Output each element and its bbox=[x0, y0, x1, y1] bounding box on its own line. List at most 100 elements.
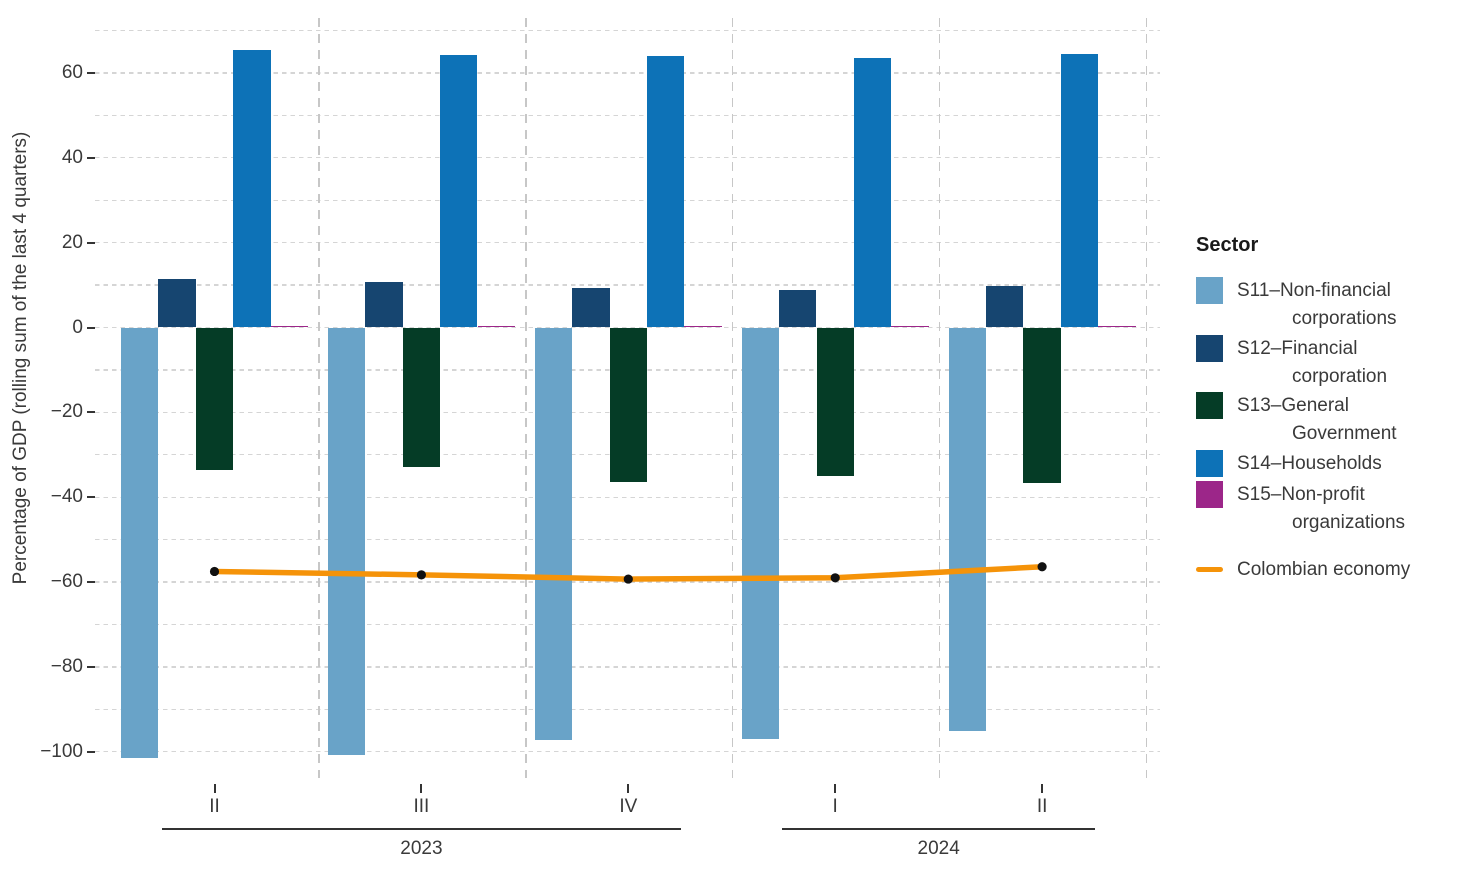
y-tick bbox=[87, 581, 95, 584]
y-tick bbox=[87, 326, 95, 329]
grid-line bbox=[95, 157, 1160, 159]
bar-s14 bbox=[647, 55, 685, 328]
legend-swatch-s11 bbox=[1196, 277, 1223, 304]
year-label: 2023 bbox=[400, 838, 443, 859]
x-tick-label-quarter: III bbox=[413, 796, 430, 817]
group-separator bbox=[731, 18, 734, 778]
grid-line bbox=[95, 199, 1160, 201]
legend-title: Sector bbox=[1196, 234, 1259, 256]
legend-label-s14: S14–Households bbox=[1237, 450, 1382, 478]
x-tick-label-quarter: I bbox=[832, 796, 838, 817]
group-separator bbox=[317, 18, 320, 778]
bar-s13 bbox=[195, 327, 234, 470]
legend-label-s13: S13–General Government bbox=[1237, 392, 1397, 447]
bar-s11 bbox=[741, 327, 780, 740]
bar-s15 bbox=[477, 325, 515, 328]
y-tick-label: −80 bbox=[50, 655, 83, 677]
grid-line bbox=[95, 581, 1160, 583]
year-label: 2024 bbox=[917, 838, 960, 859]
legend-swatch-s15 bbox=[1196, 481, 1223, 508]
y-tick bbox=[87, 71, 95, 74]
y-tick-label: 60 bbox=[61, 61, 83, 83]
bar-s14 bbox=[853, 58, 892, 328]
bar-s12 bbox=[158, 278, 196, 328]
economy-line-point bbox=[209, 566, 220, 577]
legend-label-line: S13–General bbox=[1237, 395, 1349, 416]
grid-line bbox=[95, 751, 1160, 753]
bar-s14 bbox=[1060, 53, 1099, 328]
year-axis-line bbox=[161, 828, 682, 830]
grid-line bbox=[95, 114, 1160, 117]
grid-line bbox=[95, 496, 1160, 498]
grid-line bbox=[95, 72, 1160, 74]
grid-line bbox=[95, 29, 1160, 32]
legend-swatch-s12 bbox=[1196, 335, 1223, 362]
grid-line bbox=[95, 326, 1160, 329]
legend-label-line: Colombian economy bbox=[1237, 559, 1411, 580]
legend-label-line: corporation bbox=[1292, 365, 1388, 387]
y-tick bbox=[87, 241, 95, 244]
bar-s11 bbox=[534, 327, 573, 741]
x-tick bbox=[1041, 784, 1044, 793]
grid-line bbox=[95, 284, 1160, 286]
economy-line-point bbox=[416, 570, 426, 580]
bar-s15 bbox=[684, 325, 722, 328]
x-tick bbox=[834, 784, 837, 793]
y-tick-label: 40 bbox=[61, 146, 83, 168]
x-tick bbox=[213, 784, 216, 793]
bar-s11 bbox=[121, 327, 159, 758]
legend-swatch-s13 bbox=[1196, 392, 1223, 419]
legend-label-line: S11–Non-financial bbox=[1237, 280, 1391, 301]
bar-s14 bbox=[233, 50, 271, 328]
bar-s13 bbox=[609, 327, 647, 482]
x-tick-label-quarter: II bbox=[1036, 796, 1048, 817]
x-tick-label-quarter: II bbox=[209, 796, 220, 817]
legend-label-line: Government bbox=[1292, 422, 1397, 444]
bar-s13 bbox=[402, 327, 441, 467]
y-tick bbox=[87, 750, 95, 753]
group-separator bbox=[938, 18, 941, 778]
y-tick bbox=[87, 665, 95, 668]
bar-s15 bbox=[891, 325, 929, 328]
y-tick-label: −40 bbox=[50, 486, 83, 508]
year-axis-line bbox=[782, 828, 1096, 830]
legend-label-s11: S11–Non-financial corporations bbox=[1237, 277, 1397, 332]
group-separator bbox=[1145, 18, 1148, 778]
y-tick-label: −60 bbox=[50, 571, 83, 593]
bar-s12 bbox=[572, 287, 610, 328]
legend-label-s15: S15–Non-profit organizations bbox=[1237, 481, 1405, 536]
grid-line bbox=[95, 623, 1160, 626]
y-tick bbox=[87, 496, 95, 499]
bar-s14 bbox=[440, 55, 478, 328]
y-tick-label: −20 bbox=[50, 401, 83, 423]
bar-s11 bbox=[327, 327, 366, 756]
grid-line bbox=[95, 241, 1160, 244]
economy-line-point bbox=[1037, 562, 1047, 572]
legend-label-line: organizations bbox=[1292, 511, 1406, 533]
legend-label-line: S12–Financial bbox=[1237, 338, 1358, 359]
group-separator bbox=[524, 18, 527, 778]
legend-label-line: S14–Households bbox=[1237, 453, 1382, 474]
grid-line bbox=[95, 538, 1160, 541]
y-tick-label: −100 bbox=[40, 740, 83, 762]
bar-s12 bbox=[986, 285, 1024, 328]
grid-line bbox=[95, 708, 1160, 711]
legend-label-colombian-economy: Colombian economy bbox=[1237, 556, 1410, 584]
legend-line-swatch-colombian-economy bbox=[1196, 566, 1223, 572]
y-tick-label: 0 bbox=[72, 316, 83, 338]
bar-s12 bbox=[365, 281, 403, 328]
bar-s15 bbox=[270, 325, 308, 328]
bar-s15 bbox=[1098, 325, 1136, 328]
bar-s12 bbox=[779, 289, 817, 328]
x-tick bbox=[627, 784, 630, 793]
legend-label-line: corporations bbox=[1292, 307, 1397, 329]
legend-label-s12: S12–Financial corporation bbox=[1237, 335, 1387, 390]
y-axis-title: Percentage of GDP (rolling sum of the la… bbox=[10, 131, 31, 585]
y-tick bbox=[87, 411, 95, 414]
legend-swatch-s14 bbox=[1196, 450, 1223, 477]
bar-s13 bbox=[816, 327, 854, 476]
y-tick bbox=[87, 156, 95, 159]
x-tick bbox=[420, 784, 423, 793]
y-tick-label: 20 bbox=[61, 231, 83, 253]
